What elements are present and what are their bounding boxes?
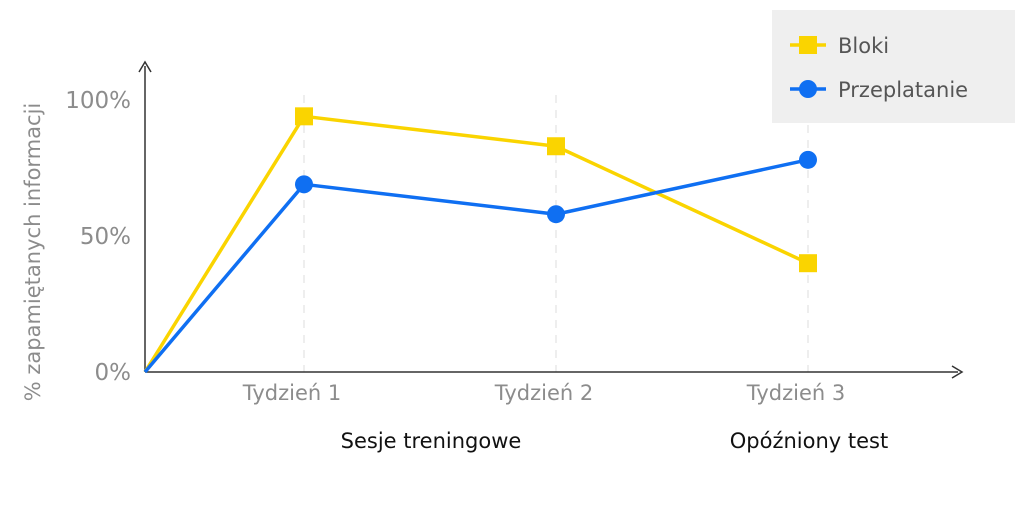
data-point-bloki-2	[547, 137, 565, 156]
data-point-przeplatanie-2	[547, 205, 565, 224]
y-axis-label: % zapamiętanych informacji	[21, 103, 45, 402]
x-group-label-2: Opóźniony test	[730, 429, 888, 453]
y-tick-labels: 0% 50% 100%	[65, 88, 131, 386]
y-tick-label-1: 0%	[95, 360, 132, 386]
legend-items: Bloki Przeplatanie	[790, 34, 968, 102]
x-group-label-1: Sesje treningowe	[341, 429, 522, 453]
y-tick-label-2: 50%	[80, 224, 131, 250]
series-line-bloki	[143, 114, 809, 373]
legend: Bloki Przeplatanie	[772, 10, 1015, 123]
data-point-przeplatanie-3	[799, 150, 817, 169]
x-tick-label-3: Tydzień 3	[746, 381, 845, 405]
legend-background	[772, 10, 1015, 123]
y-tick-label-3: 100%	[65, 88, 131, 114]
axes	[138, 60, 964, 379]
x-group-labels: Sesje treningowe Opóźniony test	[341, 429, 889, 453]
legend-marker-bloki	[799, 36, 817, 54]
gridlines	[303, 95, 809, 372]
x-tick-label-1: Tydzień 1	[242, 381, 341, 405]
data-point-przeplatanie-1	[295, 175, 313, 194]
x-axis-arrow	[951, 365, 964, 379]
legend-label-bloki: Bloki	[838, 34, 889, 58]
legend-label-przeplatanie: Przeplatanie	[838, 78, 968, 102]
x-tick-label-2: Tydzień 2	[494, 381, 593, 405]
data-point-bloki-3	[799, 254, 817, 273]
y-axis-arrow	[138, 60, 152, 73]
series-line-przeplatanie	[143, 158, 809, 374]
x-tick-labels: Tydzień 1 Tydzień 2 Tydzień 3	[242, 381, 845, 405]
legend-marker-przeplatanie	[799, 80, 817, 98]
series	[143, 107, 817, 374]
data-point-bloki-1	[295, 107, 313, 126]
